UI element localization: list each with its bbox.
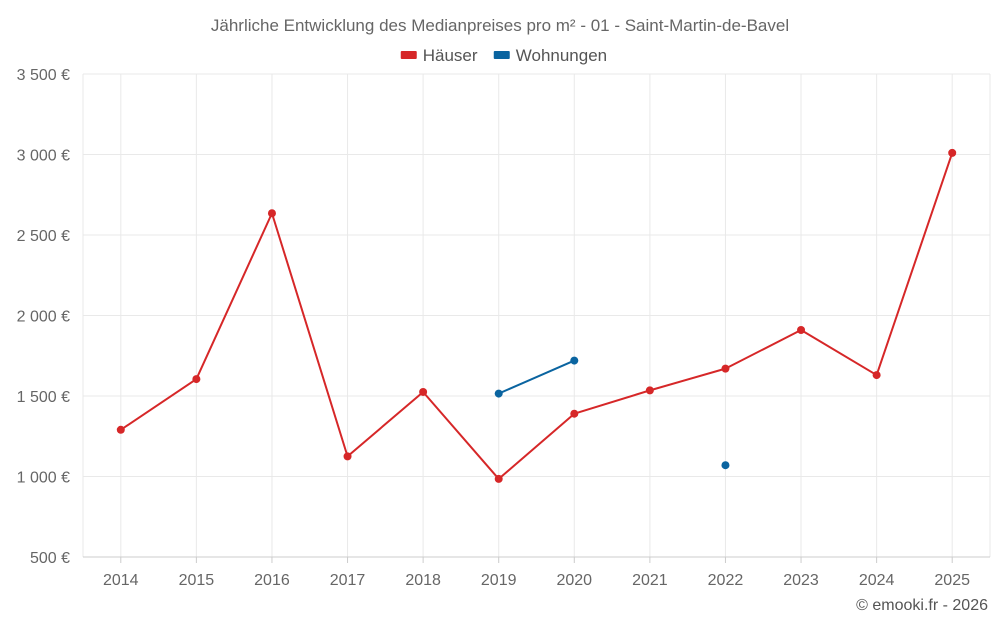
y-tick-label: 1 500 € [17, 389, 70, 406]
y-tick-label: 3 000 € [17, 148, 70, 165]
data-point-h-user[interactable] [645, 386, 654, 395]
data-point-wohnungen[interactable] [494, 389, 503, 398]
data-point-h-user[interactable] [872, 371, 881, 380]
y-tick-label: 500 € [30, 550, 70, 567]
legend-swatch [493, 51, 510, 59]
data-point-h-user[interactable] [343, 452, 352, 461]
x-tick-label: 2025 [934, 572, 970, 589]
data-point-h-user[interactable] [948, 148, 957, 157]
data-point-h-user[interactable] [192, 375, 201, 384]
data-point-h-user[interactable] [797, 325, 806, 334]
x-tick-label: 2021 [632, 572, 668, 589]
data-point-h-user[interactable] [267, 209, 276, 218]
data-point-h-user[interactable] [494, 474, 503, 483]
data-point-h-user[interactable] [721, 364, 730, 373]
x-tick-label: 2024 [859, 572, 895, 589]
x-tick-label: 2022 [708, 572, 744, 589]
data-point-h-user[interactable] [570, 409, 579, 418]
y-tick-label: 1 000 € [17, 470, 70, 487]
x-tick-label: 2020 [556, 572, 592, 589]
legend-swatch [400, 51, 417, 59]
data-point-wohnungen[interactable] [570, 356, 579, 365]
x-tick-label: 2015 [179, 572, 215, 589]
legend-item-h-user[interactable]: Häuser [400, 46, 478, 65]
data-point-h-user[interactable] [116, 425, 125, 434]
y-tick-label: 3 500 € [17, 67, 70, 84]
series-line-h-user [120, 152, 954, 480]
axes: 500 € 1 000 € 1 500 € 2 000 € 2 500 € 3 000 €… [17, 67, 990, 589]
x-tick-label: 2014 [103, 572, 139, 589]
series-layer [116, 148, 957, 483]
x-tick-label: 2017 [330, 572, 366, 589]
legend-label: Wohnungen [516, 46, 607, 65]
data-point-wohnungen[interactable] [721, 461, 730, 470]
legend-label: Häuser [423, 46, 478, 65]
grid-lines [82, 73, 991, 557]
y-tick-label: 2 500 € [17, 228, 70, 245]
x-tick-label: 2023 [783, 572, 819, 589]
x-tick-label: 2018 [405, 572, 441, 589]
chart-title: Jährliche Entwicklung des Medianpreises … [211, 16, 789, 35]
legend: Häuser Wohnungen [400, 46, 607, 65]
data-point-h-user[interactable] [419, 387, 428, 396]
x-tick-label: 2016 [254, 572, 290, 589]
legend-item-wohnungen[interactable]: Wohnungen [493, 46, 607, 65]
y-tick-label: 2 000 € [17, 309, 70, 326]
series-line-wohnungen [498, 359, 575, 395]
x-tick-label: 2019 [481, 572, 517, 589]
copyright-footer: © emooki.fr - 2026 [856, 597, 988, 614]
